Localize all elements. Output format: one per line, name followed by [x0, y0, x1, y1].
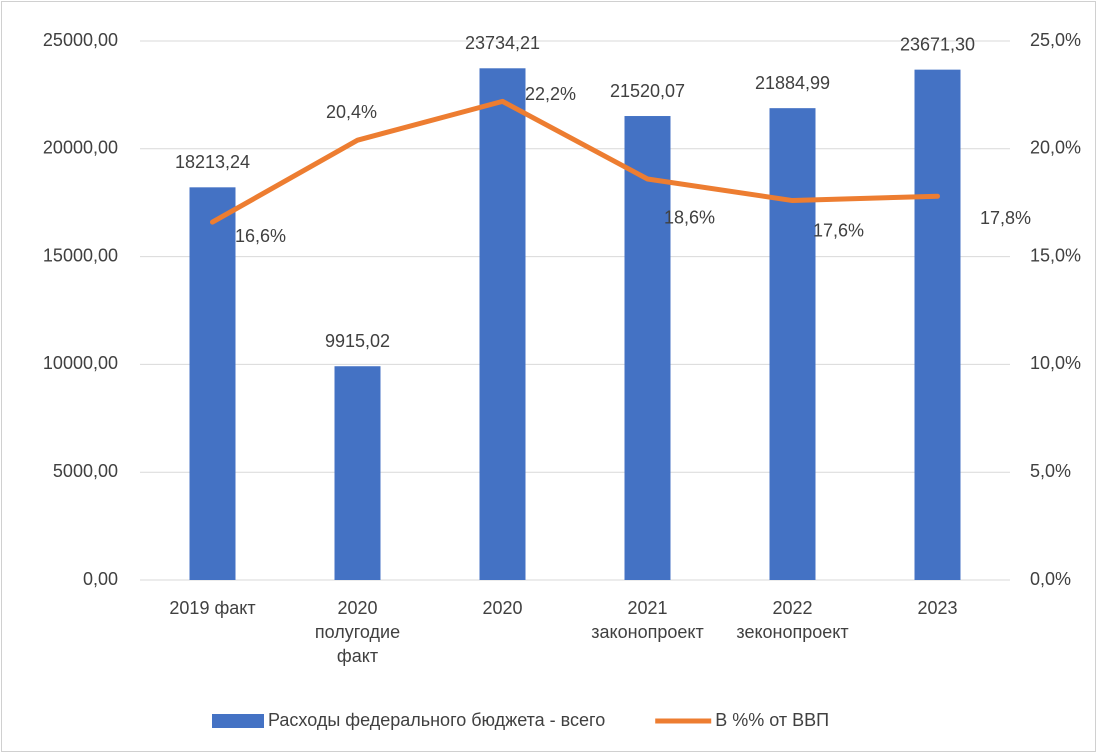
y-tick-label: 0,00 [83, 569, 118, 589]
y2-tick-label: 25,0% [1030, 30, 1081, 50]
bar [334, 366, 381, 580]
line-value-label: 17,6% [813, 220, 864, 240]
bar [189, 187, 236, 580]
bar-value-label: 21520,07 [610, 81, 685, 101]
legend-label: В %% от ВВП [715, 710, 829, 730]
line-value-label: 22,2% [525, 84, 576, 104]
x-tick-label: 2020 [482, 598, 523, 618]
bar-value-label: 23734,21 [465, 33, 540, 53]
line-value-label: 18,6% [664, 208, 715, 228]
y-tick-label: 10000,00 [43, 353, 118, 373]
bar-value-label: 18213,24 [175, 152, 250, 172]
y-tick-label: 5000,00 [53, 461, 118, 481]
x-tick-label: 2020 полугодие факт [314, 598, 401, 666]
y-tick-label: 20000,00 [43, 138, 118, 158]
x-tick-label: 2021 законопроект [591, 598, 704, 642]
y-tick-label: 15000,00 [43, 245, 118, 265]
bar-value-label: 23671,30 [900, 34, 975, 54]
x-tick-label: 2023 [917, 598, 958, 618]
y2-tick-label: 0,0% [1030, 569, 1071, 589]
line-value-label: 17,8% [980, 208, 1031, 228]
bar-value-label: 21884,99 [755, 73, 830, 93]
legend-label: Расходы федерального бюджета - всего [268, 710, 605, 730]
y2-tick-label: 20,0% [1030, 138, 1081, 158]
y2-tick-label: 10,0% [1030, 353, 1081, 373]
bar [624, 116, 671, 581]
bar [769, 108, 816, 581]
x-tick-label: 2019 факт [169, 598, 256, 618]
bar-value-label: 9915,02 [325, 331, 390, 351]
y-tick-label: 25000,00 [43, 30, 118, 50]
y2-tick-label: 5,0% [1030, 461, 1071, 481]
line-value-label: 20,4% [326, 102, 377, 122]
x-tick-label: 2022 зеконопроект [736, 598, 849, 642]
line [210, 98, 940, 225]
line-value-label: 16,6% [235, 226, 286, 246]
bar [914, 69, 961, 580]
bar [479, 68, 526, 580]
y2-tick-label: 15,0% [1030, 245, 1081, 265]
legend-swatch [212, 714, 264, 728]
